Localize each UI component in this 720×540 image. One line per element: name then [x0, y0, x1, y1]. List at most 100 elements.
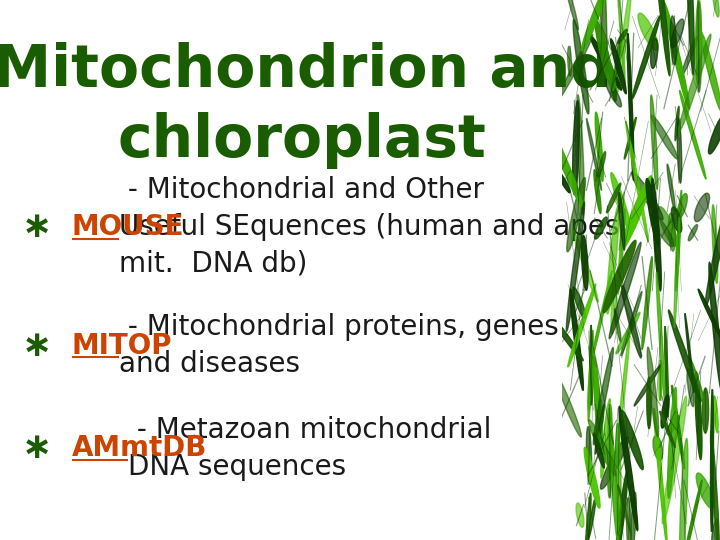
Ellipse shape	[626, 121, 649, 242]
Ellipse shape	[572, 229, 598, 302]
Ellipse shape	[590, 36, 621, 90]
Ellipse shape	[694, 193, 709, 222]
Ellipse shape	[557, 34, 593, 102]
Ellipse shape	[609, 242, 641, 339]
Ellipse shape	[615, 37, 621, 77]
Ellipse shape	[660, 411, 675, 448]
Ellipse shape	[621, 176, 652, 249]
Ellipse shape	[611, 173, 631, 232]
Ellipse shape	[627, 33, 634, 180]
Ellipse shape	[614, 309, 621, 342]
Ellipse shape	[674, 217, 680, 328]
Ellipse shape	[678, 118, 682, 183]
Ellipse shape	[665, 326, 668, 417]
Ellipse shape	[626, 498, 631, 540]
Ellipse shape	[632, 16, 660, 99]
Ellipse shape	[634, 364, 661, 406]
Ellipse shape	[549, 313, 583, 361]
Ellipse shape	[616, 0, 625, 84]
Ellipse shape	[646, 179, 660, 246]
Ellipse shape	[686, 0, 694, 75]
Ellipse shape	[588, 347, 594, 410]
Text: ∗: ∗	[22, 210, 52, 244]
Ellipse shape	[590, 325, 593, 405]
Ellipse shape	[631, 172, 663, 220]
Text: - Mitochondrial and Other
Useful SEquences (human and apes
mit.  DNA db): - Mitochondrial and Other Useful SEquenc…	[119, 176, 619, 278]
Ellipse shape	[662, 396, 687, 524]
Ellipse shape	[621, 410, 643, 470]
Ellipse shape	[617, 0, 631, 93]
Ellipse shape	[593, 356, 603, 464]
Ellipse shape	[667, 415, 679, 435]
Ellipse shape	[619, 407, 638, 531]
Ellipse shape	[582, 0, 611, 51]
Ellipse shape	[585, 493, 591, 540]
Ellipse shape	[713, 0, 719, 17]
Ellipse shape	[586, 118, 602, 191]
Ellipse shape	[588, 330, 593, 421]
Ellipse shape	[572, 100, 580, 195]
Ellipse shape	[603, 240, 636, 313]
Ellipse shape	[650, 95, 658, 189]
Ellipse shape	[577, 94, 584, 215]
Ellipse shape	[675, 190, 682, 291]
Text: - Mitochondrial proteins, genes
and diseases: - Mitochondrial proteins, genes and dise…	[119, 313, 559, 378]
Ellipse shape	[667, 387, 677, 498]
Ellipse shape	[680, 90, 706, 179]
Text: ∗: ∗	[22, 329, 52, 362]
Ellipse shape	[600, 436, 629, 489]
Ellipse shape	[709, 262, 720, 393]
Ellipse shape	[608, 408, 618, 540]
Ellipse shape	[586, 427, 592, 484]
Ellipse shape	[661, 395, 669, 428]
Ellipse shape	[711, 519, 719, 540]
Ellipse shape	[701, 32, 720, 111]
Ellipse shape	[567, 202, 585, 332]
Ellipse shape	[595, 112, 603, 181]
Ellipse shape	[616, 312, 640, 354]
Ellipse shape	[609, 62, 616, 101]
Ellipse shape	[668, 213, 675, 251]
Ellipse shape	[702, 388, 708, 433]
Ellipse shape	[668, 310, 701, 402]
Ellipse shape	[696, 2, 701, 92]
Ellipse shape	[696, 473, 714, 509]
Ellipse shape	[573, 19, 589, 114]
Ellipse shape	[588, 497, 596, 538]
Ellipse shape	[664, 2, 690, 109]
Ellipse shape	[568, 284, 595, 367]
Ellipse shape	[594, 170, 601, 213]
Ellipse shape	[593, 348, 613, 444]
Ellipse shape	[618, 29, 627, 44]
Ellipse shape	[606, 183, 621, 213]
Ellipse shape	[695, 372, 702, 460]
Text: AMmtDB: AMmtDB	[72, 434, 207, 462]
Ellipse shape	[616, 423, 621, 534]
Ellipse shape	[672, 207, 682, 233]
Ellipse shape	[655, 0, 670, 76]
Ellipse shape	[667, 164, 675, 212]
Ellipse shape	[595, 21, 614, 90]
Ellipse shape	[638, 13, 658, 50]
Ellipse shape	[606, 79, 621, 107]
Ellipse shape	[557, 171, 570, 193]
Ellipse shape	[688, 225, 698, 241]
Ellipse shape	[672, 385, 685, 469]
Ellipse shape	[688, 356, 705, 406]
Ellipse shape	[711, 389, 714, 531]
Ellipse shape	[670, 16, 677, 65]
Ellipse shape	[618, 192, 625, 250]
Ellipse shape	[593, 433, 605, 468]
Ellipse shape	[652, 178, 661, 291]
Ellipse shape	[651, 115, 678, 159]
Ellipse shape	[567, 178, 585, 252]
Ellipse shape	[675, 106, 679, 140]
Ellipse shape	[582, 235, 588, 291]
Ellipse shape	[618, 208, 625, 294]
Ellipse shape	[711, 431, 719, 540]
Ellipse shape	[576, 503, 584, 528]
Ellipse shape	[684, 480, 702, 540]
Text: chloroplast: chloroplast	[118, 112, 487, 169]
Ellipse shape	[708, 112, 720, 154]
Ellipse shape	[671, 19, 684, 48]
